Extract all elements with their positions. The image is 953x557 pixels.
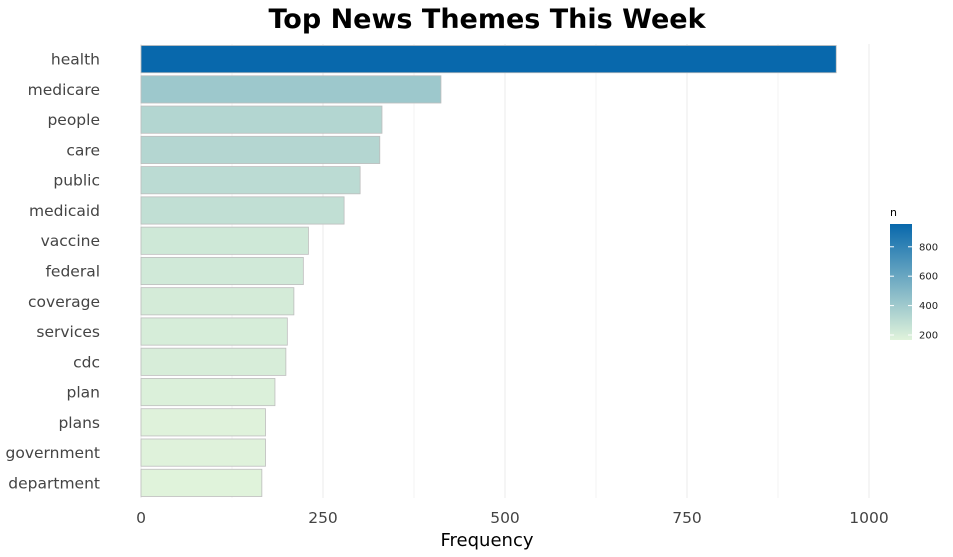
bar-services (140, 317, 288, 346)
bar-government (140, 438, 266, 467)
category-label: plan (67, 384, 100, 402)
legend-ticks: 200 400 600 800 (890, 242, 938, 342)
category-label: health (51, 51, 100, 69)
legend-color-bar (890, 224, 912, 340)
bar-department (140, 468, 263, 497)
x-tick-label: 750 (672, 509, 702, 527)
category-label: care (66, 141, 100, 159)
category-label: coverage (28, 293, 100, 311)
chart-title: Top News Themes This Week (268, 4, 706, 35)
category-label: government (6, 444, 101, 462)
legend: n 200 400 600 800 (890, 206, 938, 342)
legend-tick-label: 400 (919, 301, 938, 312)
category-label: people (47, 111, 100, 129)
x-tick-label: 500 (490, 509, 520, 527)
bar-care (140, 135, 381, 164)
bar-health (140, 45, 837, 74)
x-tick-label: 250 (308, 509, 338, 527)
x-tick-label: 0 (136, 509, 146, 527)
bar-plan (140, 378, 276, 407)
category-label: plans (58, 414, 100, 432)
bar-medicaid (140, 196, 345, 225)
bar-vaccine (140, 226, 309, 255)
x-axis-ticks: 0 250 500 750 1000 (136, 509, 889, 527)
legend-tick-label: 600 (919, 272, 938, 283)
legend-tick-label: 800 (919, 242, 938, 253)
bar-coverage (140, 287, 295, 316)
category-label: federal (45, 263, 100, 281)
category-label: cdc (73, 353, 100, 371)
bar-public (140, 166, 361, 195)
bar-people (140, 105, 383, 134)
bar-federal (140, 256, 304, 286)
category-labels: health medicare people care public medicaid va… (6, 51, 101, 493)
category-label: department (8, 474, 100, 492)
bars (140, 45, 837, 497)
legend-title: n (890, 206, 897, 219)
bar-cdc (140, 347, 287, 376)
legend-tick-label: 200 (919, 331, 938, 342)
x-axis-title: Frequency (441, 530, 534, 551)
x-tick-label: 1000 (849, 509, 888, 527)
category-label: medicaid (29, 202, 100, 220)
category-label: vaccine (41, 232, 100, 250)
bar-plans (140, 408, 266, 437)
category-label: services (36, 323, 100, 341)
bar-medicare (140, 75, 442, 104)
category-label: public (53, 172, 100, 190)
category-label: medicare (28, 81, 100, 99)
